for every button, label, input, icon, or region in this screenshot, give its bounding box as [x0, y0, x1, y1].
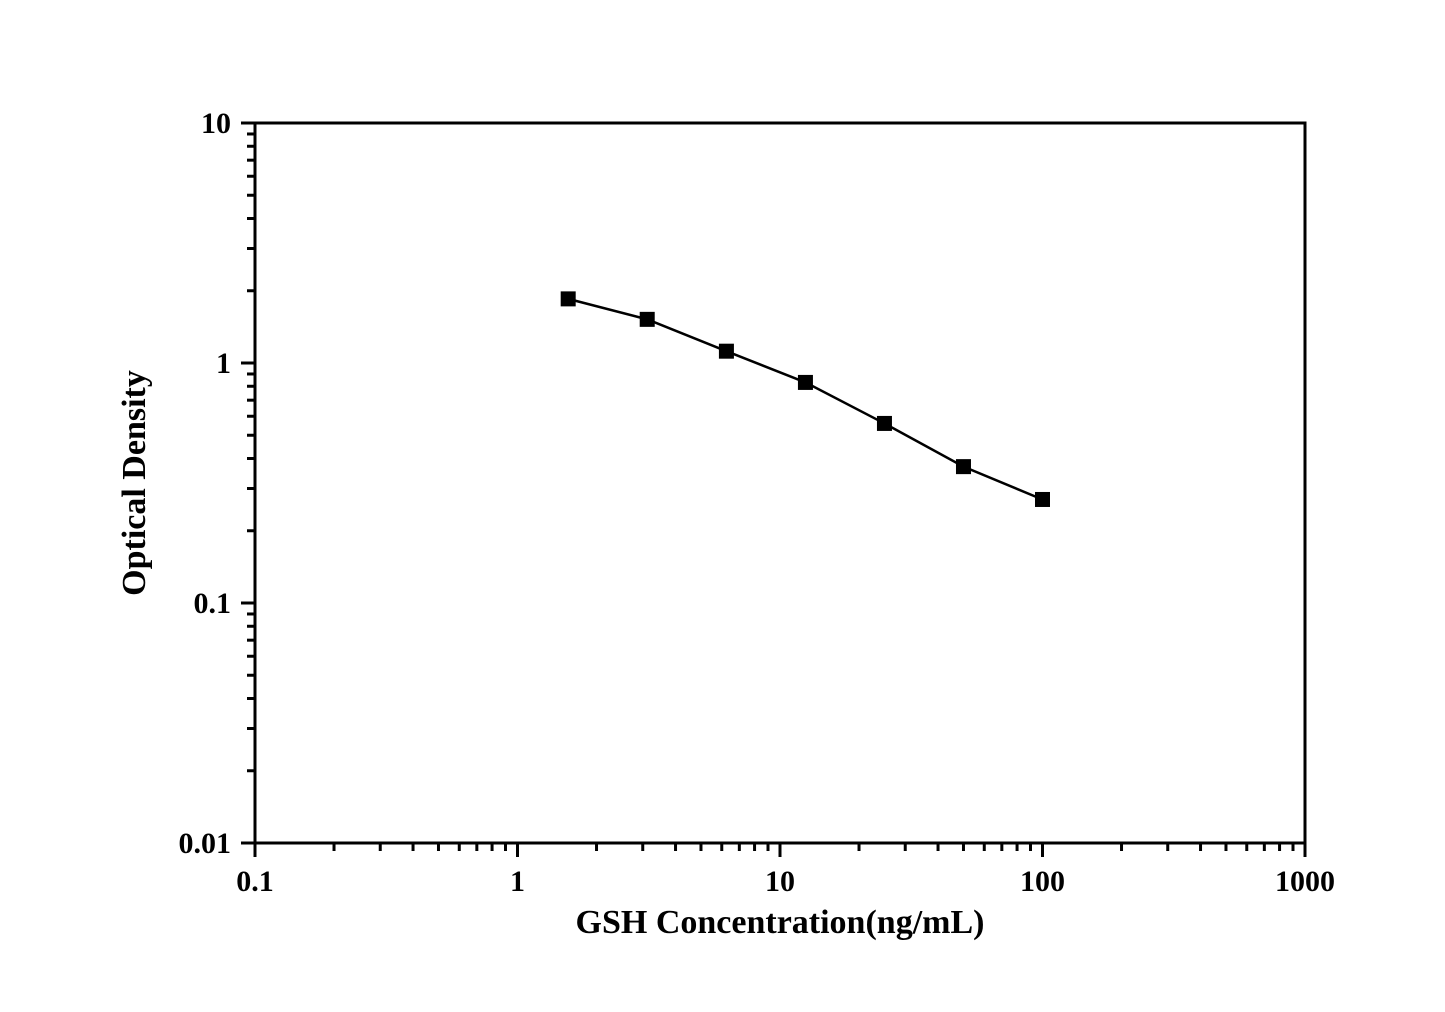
series-marker [640, 312, 654, 326]
series-marker [719, 344, 733, 358]
series-marker [956, 459, 970, 473]
y-tick-label: 1 [216, 347, 231, 380]
y-tick-label: 0.1 [194, 587, 232, 620]
x-axis-label: GSH Concentration(ng/mL) [576, 904, 985, 941]
series-marker [1036, 492, 1050, 506]
x-tick-label: 0.1 [236, 865, 274, 898]
y-tick-label: 10 [201, 107, 231, 140]
x-tick-label: 1 [510, 865, 525, 898]
series-marker [877, 416, 891, 430]
x-tick-label: 1000 [1275, 865, 1335, 898]
series-marker [561, 291, 575, 305]
y-axis-label: Optical Density [116, 370, 153, 596]
series-marker [798, 375, 812, 389]
x-tick-label: 100 [1020, 865, 1065, 898]
y-tick-label: 0.01 [179, 827, 232, 860]
chart-svg: 0.111010010000.010.1110GSH Concentration… [0, 0, 1445, 1007]
x-tick-label: 10 [765, 865, 795, 898]
chart-container: 0.111010010000.010.1110GSH Concentration… [0, 0, 1445, 1012]
